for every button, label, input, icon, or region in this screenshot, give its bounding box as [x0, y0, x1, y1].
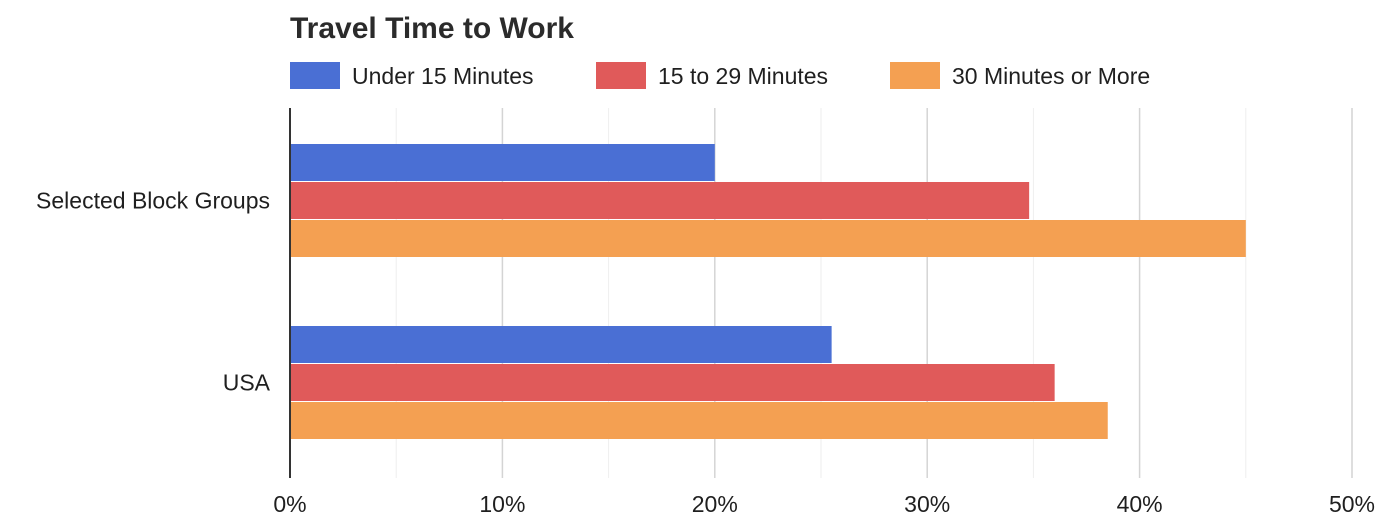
- x-tick-label-3: 30%: [904, 491, 950, 517]
- legend-swatch-0: [290, 62, 340, 89]
- x-tick-label-2: 20%: [692, 491, 738, 517]
- bar-1-0: [291, 326, 832, 363]
- bar-1-2: [291, 402, 1108, 439]
- legend-label-2: 30 Minutes or More: [952, 63, 1150, 89]
- legend-swatch-2: [890, 62, 940, 89]
- bar-1-1: [291, 364, 1055, 401]
- legend-swatch-1: [596, 62, 646, 89]
- chart-title: Travel Time to Work: [290, 12, 574, 45]
- x-tick-label-5: 50%: [1329, 491, 1375, 517]
- bar-0-1: [291, 182, 1030, 219]
- legend: Under 15 Minutes 15 to 29 Minutes 30 Minut…: [290, 62, 1150, 89]
- category-label-1: USA: [223, 370, 271, 396]
- x-axis-ticks: 0% 10% 20% 30% 40% 50%: [273, 491, 1375, 517]
- bar-0-0: [291, 144, 715, 181]
- bars: [291, 144, 1246, 439]
- x-tick-label-4: 40%: [1117, 491, 1163, 517]
- x-tick-label-0: 0%: [273, 491, 306, 517]
- category-label-0: Selected Block Groups: [36, 188, 270, 214]
- legend-label-1: 15 to 29 Minutes: [658, 63, 828, 89]
- x-tick-label-1: 10%: [479, 491, 525, 517]
- legend-label-0: Under 15 Minutes: [352, 63, 534, 89]
- bar-0-2: [291, 220, 1246, 257]
- category-labels: Selected Block Groups USA: [36, 188, 271, 396]
